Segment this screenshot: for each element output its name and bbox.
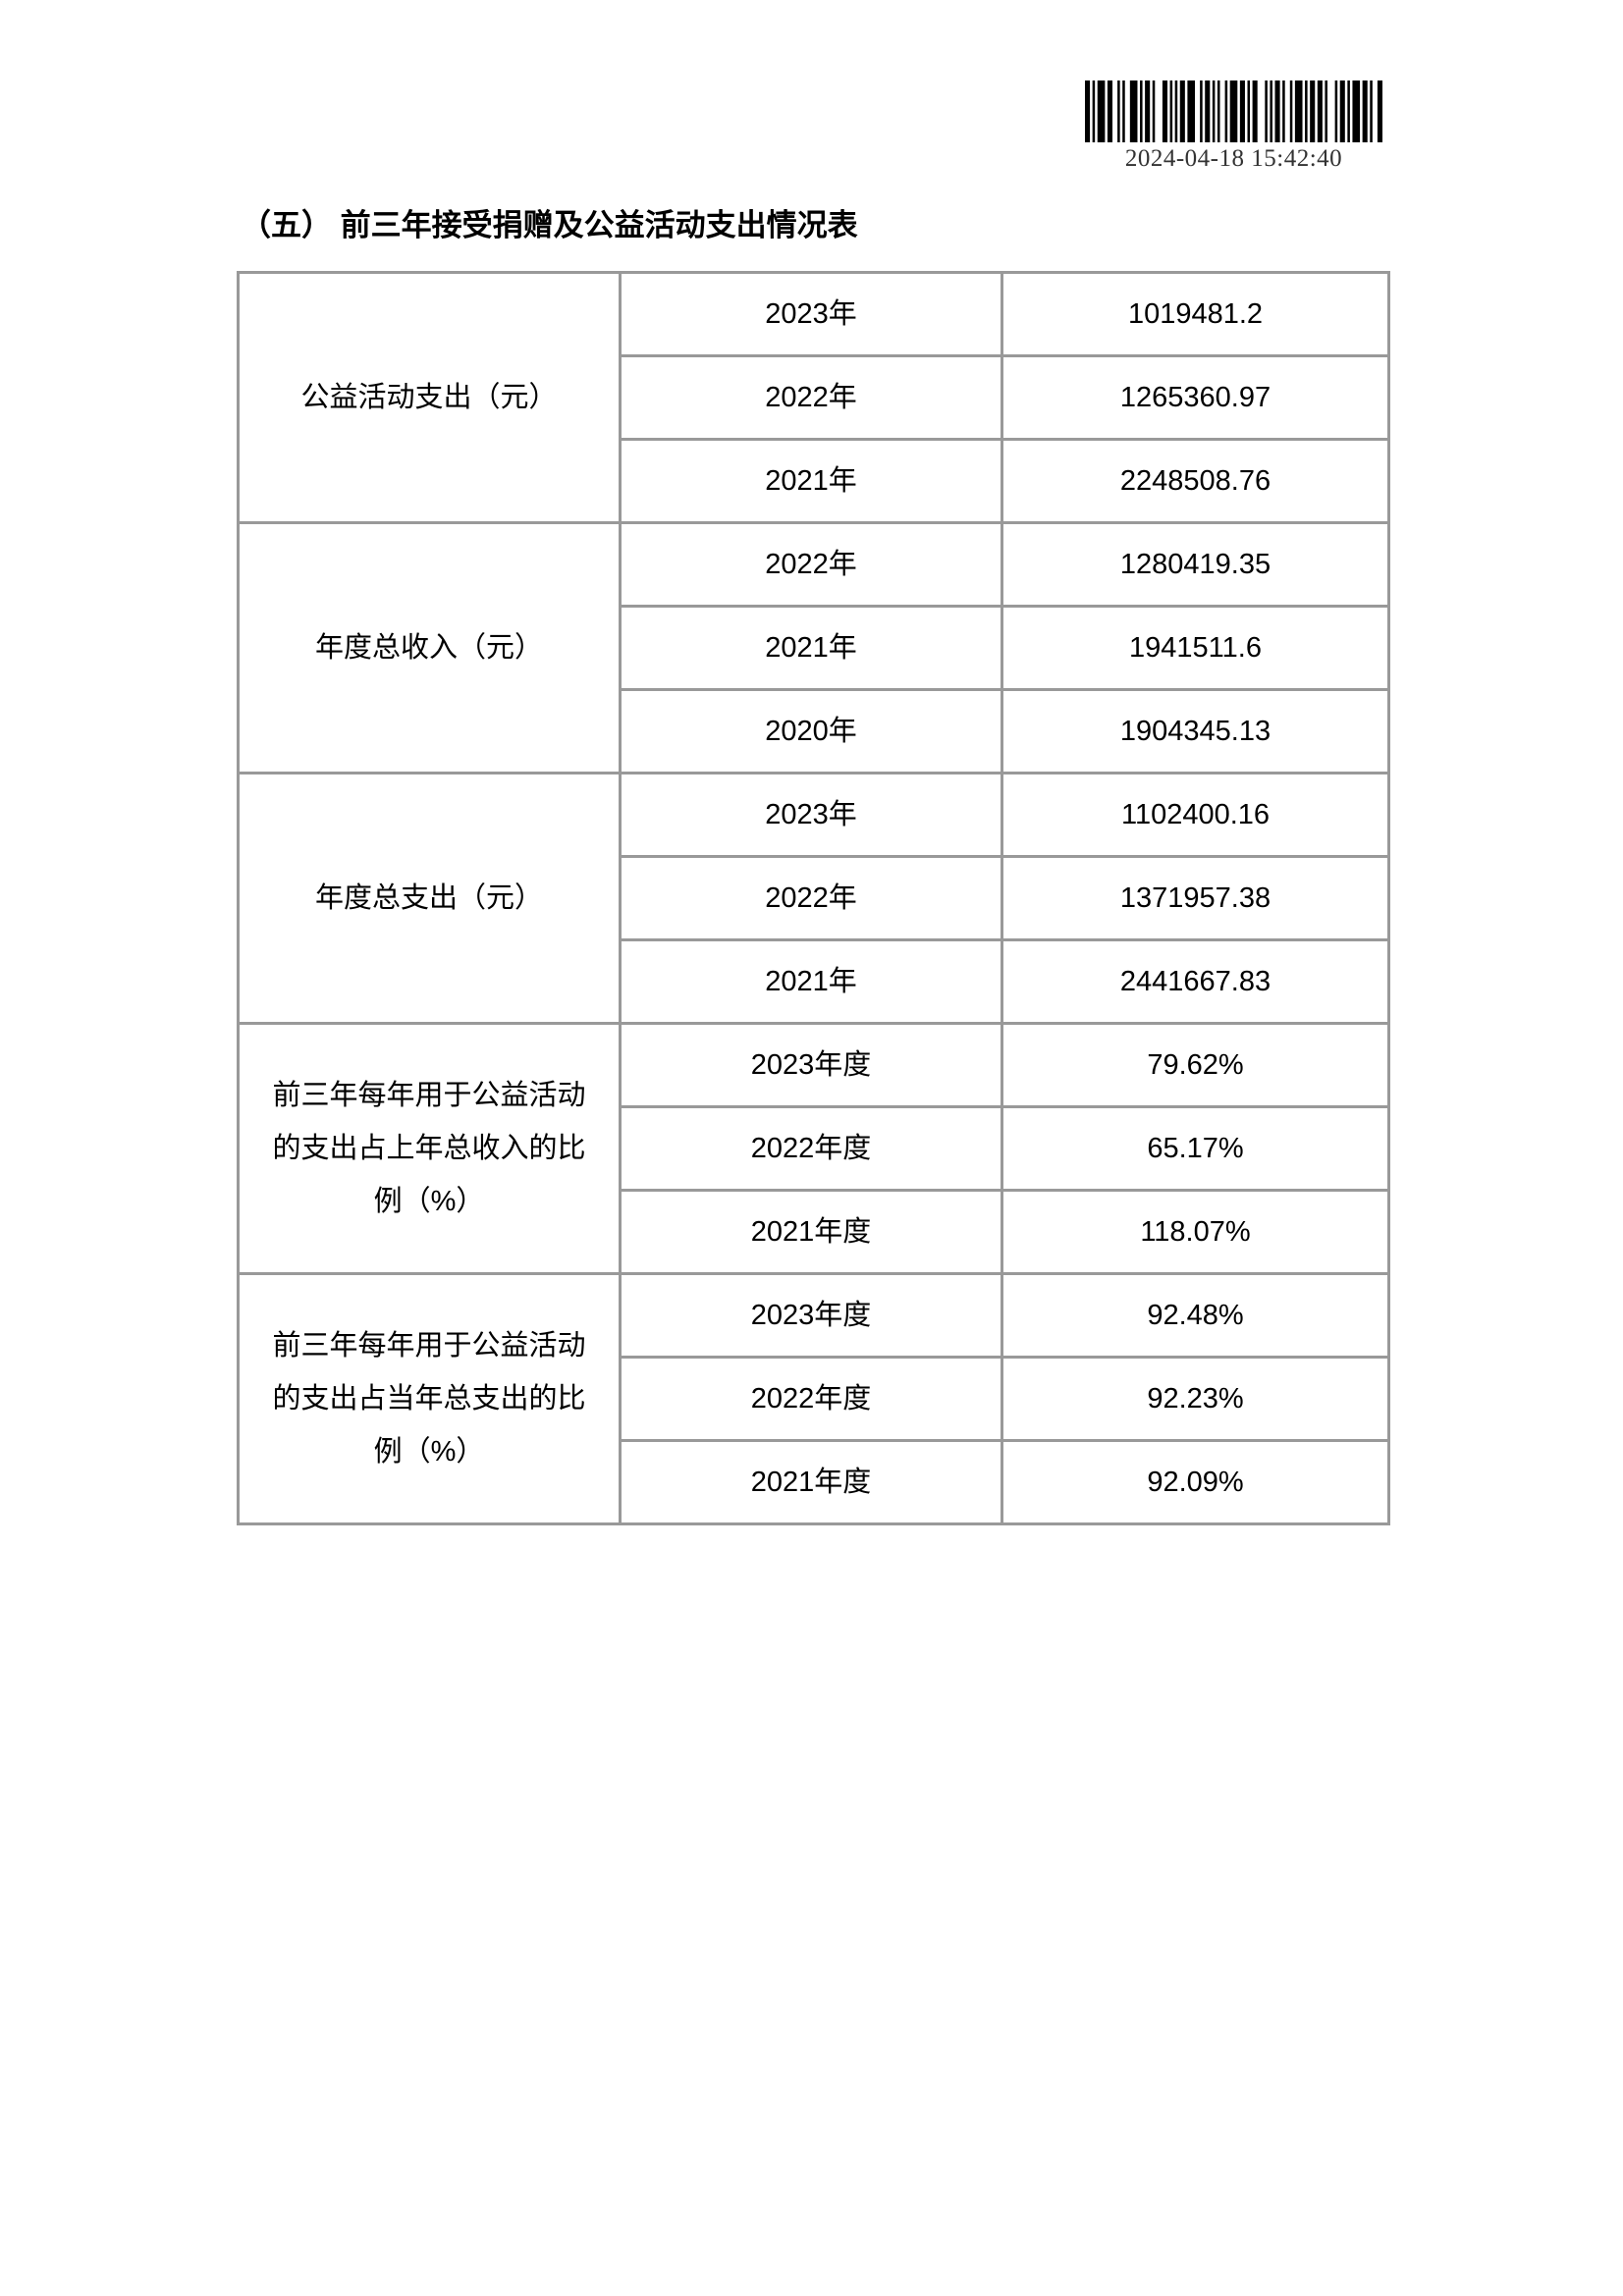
value-cell: 1019481.2 <box>1001 271 1390 357</box>
category-cell: 前三年每年用于公益活动的支出占当年总支出的比例（%） <box>237 1272 622 1525</box>
table-row: 公益活动支出（元） 2023年 1019481.2 <box>237 271 1390 524</box>
category-cell: 公益活动支出（元） <box>237 271 622 524</box>
period-cell: 2022年度 <box>619 1356 1003 1442</box>
value-cell: 1102400.16 <box>1001 772 1390 858</box>
period-cell: 2023年 <box>619 271 1003 357</box>
table-row: 前三年每年用于公益活动的支出占当年总支出的比例（%） 2023年度 92.48% <box>237 1272 1390 1525</box>
period-cell: 2023年 <box>619 772 1003 858</box>
period-cell: 2021年 <box>619 605 1003 691</box>
category-cell: 前三年每年用于公益活动的支出占上年总收入的比例（%） <box>237 1022 622 1275</box>
value-cell: 92.09% <box>1001 1439 1390 1525</box>
value-cell: 92.23% <box>1001 1356 1390 1442</box>
period-cell: 2021年 <box>619 938 1003 1025</box>
period-cell: 2021年度 <box>619 1439 1003 1525</box>
period-cell: 2023年度 <box>619 1022 1003 1108</box>
period-cell: 2022年 <box>619 521 1003 608</box>
period-cell: 2023年度 <box>619 1272 1003 1359</box>
table-row: 2021年 1941511.6 <box>239 605 1390 691</box>
table-row: 2021年度 118.07% <box>239 1189 1390 1275</box>
table-row: 2021年 2441667.83 <box>239 938 1390 1025</box>
period-cell: 2022年度 <box>619 1105 1003 1192</box>
value-cell: 65.17% <box>1001 1105 1390 1192</box>
value-cell: 2248508.76 <box>1001 438 1390 524</box>
period-cell: 2021年度 <box>619 1189 1003 1275</box>
period-cell: 2020年 <box>619 688 1003 774</box>
table-row: 2020年 1904345.13 <box>239 688 1390 774</box>
value-cell: 1280419.35 <box>1001 521 1390 608</box>
value-cell: 92.48% <box>1001 1272 1390 1359</box>
table-row: 2022年度 65.17% <box>239 1105 1390 1192</box>
period-cell: 2022年 <box>619 855 1003 941</box>
barcode-image <box>1085 80 1382 142</box>
category-cell: 年度总支出（元） <box>237 772 622 1025</box>
value-cell: 118.07% <box>1001 1189 1390 1275</box>
table-row: 2022年度 92.23% <box>239 1356 1390 1442</box>
table-row: 2022年 1265360.97 <box>239 354 1390 441</box>
table-row: 前三年每年用于公益活动的支出占上年总收入的比例（%） 2023年度 79.62% <box>237 1022 1390 1275</box>
value-cell: 1904345.13 <box>1001 688 1390 774</box>
table-row: 2022年 1371957.38 <box>239 855 1390 941</box>
value-cell: 1371957.38 <box>1001 855 1390 941</box>
table-row: 年度总支出（元） 2023年 1102400.16 <box>237 772 1390 1025</box>
section-heading: （五） 前三年接受捐赠及公益活动支出情况表 <box>241 208 858 242</box>
value-cell: 2441667.83 <box>1001 938 1390 1025</box>
charity-expense-table: 公益活动支出（元） 2023年 1019481.2 2022年 1265360.… <box>237 271 1390 1525</box>
value-cell: 1941511.6 <box>1001 605 1390 691</box>
stamp-datetime: 2024-04-18 15:42:40 <box>1124 145 1343 172</box>
category-cell: 年度总收入（元） <box>237 521 622 774</box>
period-cell: 2021年 <box>619 438 1003 524</box>
table-row: 2021年度 92.09% <box>239 1439 1390 1525</box>
period-cell: 2022年 <box>619 354 1003 441</box>
table-row: 2021年 2248508.76 <box>239 438 1390 524</box>
value-cell: 1265360.97 <box>1001 354 1390 441</box>
timestamp-stamp: 2024-04-18 15:42:40 <box>1085 80 1382 173</box>
table-row: 年度总收入（元） 2022年 1280419.35 <box>237 521 1390 774</box>
value-cell: 79.62% <box>1001 1022 1390 1108</box>
